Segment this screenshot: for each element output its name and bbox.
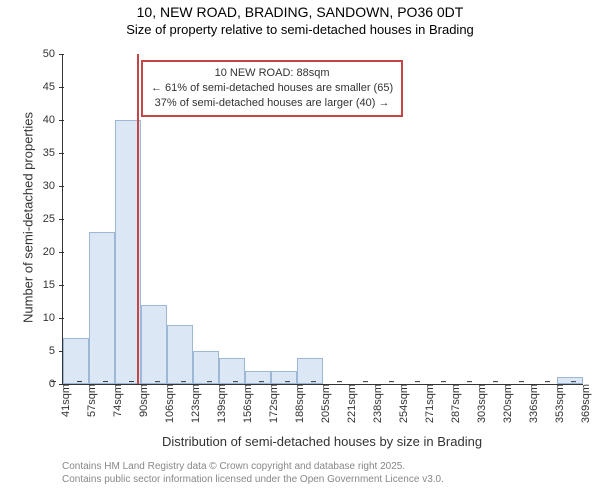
- x-tick: 90sqm: [130, 384, 150, 417]
- histogram-bar: [167, 325, 193, 384]
- x-tick: 172sqm: [260, 384, 280, 423]
- x-tick: 106sqm: [156, 384, 176, 423]
- histogram-bar: [219, 358, 245, 384]
- x-tick: 188sqm: [286, 384, 306, 423]
- x-tick: 205sqm: [312, 384, 332, 423]
- x-tick: 41sqm: [52, 384, 72, 417]
- chart-subtitle: Size of property relative to semi-detach…: [0, 22, 600, 38]
- histogram-bar: [557, 377, 583, 384]
- histogram-bar: [297, 358, 323, 384]
- x-tick: 353sqm: [546, 384, 566, 423]
- x-tick: 369sqm: [572, 384, 592, 423]
- histogram-bar: [141, 305, 167, 384]
- y-tick: 15: [43, 279, 63, 291]
- y-tick: 30: [43, 180, 63, 192]
- annotation-line-1: 10 NEW ROAD: 88sqm: [151, 66, 393, 81]
- annotation-box: 10 NEW ROAD: 88sqm← 61% of semi-detached…: [141, 60, 403, 117]
- attribution-line-1: Contains HM Land Registry data © Crown c…: [62, 460, 444, 473]
- y-axis-label: Number of semi-detached properties: [21, 98, 36, 338]
- y-tick: 20: [43, 246, 63, 258]
- x-tick: 57sqm: [78, 384, 98, 417]
- annotation-line-3: 37% of semi-detached houses are larger (…: [151, 96, 393, 111]
- annotation-line-2: ← 61% of semi-detached houses are smalle…: [151, 81, 393, 96]
- attribution: Contains HM Land Registry data © Crown c…: [62, 460, 444, 486]
- histogram-bar: [89, 232, 115, 384]
- histogram-bar: [271, 371, 297, 384]
- y-tick: 50: [43, 48, 63, 60]
- x-tick: 156sqm: [234, 384, 254, 423]
- x-axis-label: Distribution of semi-detached houses by …: [62, 434, 582, 449]
- y-tick: 35: [43, 147, 63, 159]
- y-tick: 45: [43, 81, 63, 93]
- y-tick: 25: [43, 213, 63, 225]
- histogram-bar: [63, 338, 89, 384]
- x-tick: 74sqm: [104, 384, 124, 417]
- histogram-bar: [245, 371, 271, 384]
- x-tick: 303sqm: [468, 384, 488, 423]
- histogram-bar: [193, 351, 219, 384]
- property-marker-line: [137, 54, 139, 384]
- x-tick: 336sqm: [520, 384, 540, 423]
- x-tick: 271sqm: [416, 384, 436, 423]
- x-tick: 221sqm: [338, 384, 358, 423]
- chart-title-1: 10, NEW ROAD, BRADING, SANDOWN, PO36 0DT: [0, 4, 600, 21]
- x-tick: 123sqm: [182, 384, 202, 423]
- x-tick: 254sqm: [390, 384, 410, 423]
- chart-container: { "title": { "line1": "10, NEW ROAD, BRA…: [0, 0, 600, 500]
- plot-area: 0510152025303540455041sqm57sqm74sqm90sqm…: [62, 54, 583, 385]
- x-tick: 287sqm: [442, 384, 462, 423]
- x-tick: 139sqm: [208, 384, 228, 423]
- x-tick: 238sqm: [364, 384, 384, 423]
- x-tick: 320sqm: [494, 384, 514, 423]
- attribution-line-2: Contains public sector information licen…: [62, 473, 444, 486]
- y-tick: 5: [49, 345, 63, 357]
- y-tick: 10: [43, 312, 63, 324]
- y-tick: 40: [43, 114, 63, 126]
